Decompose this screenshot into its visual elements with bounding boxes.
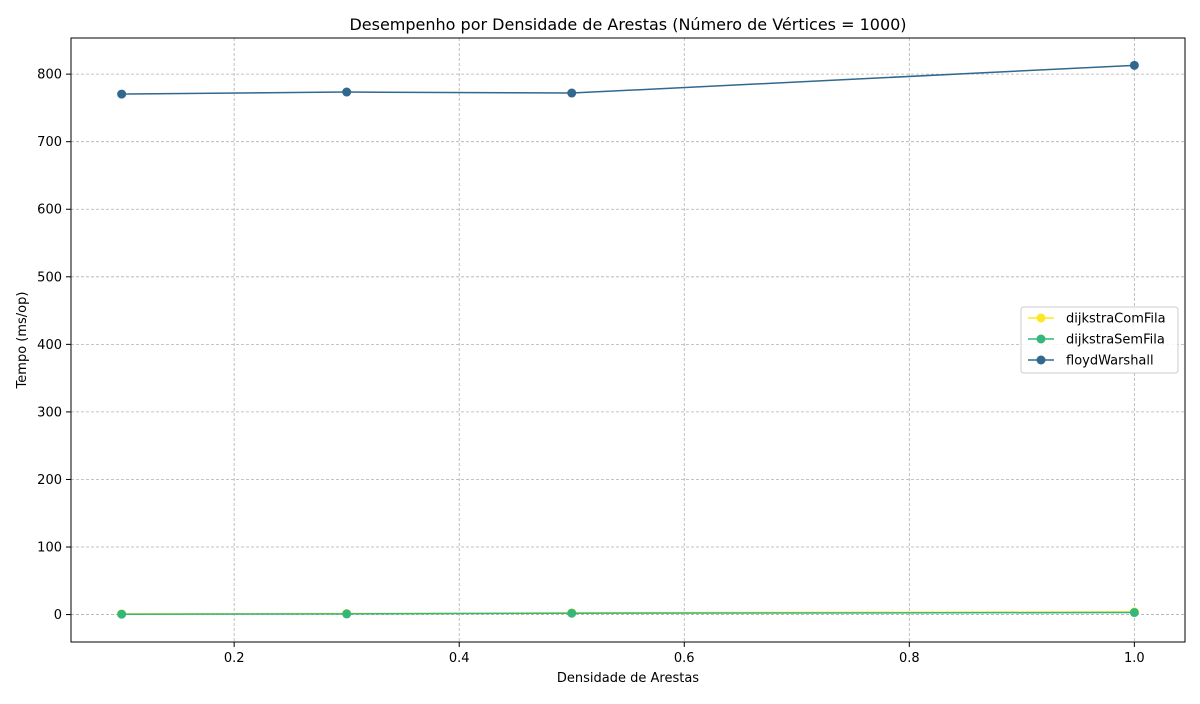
x-tick-label: 0.6 bbox=[674, 651, 695, 666]
x-tick-label: 1.0 bbox=[1124, 651, 1145, 666]
grid-lines bbox=[71, 38, 1185, 642]
legend-marker bbox=[1036, 334, 1046, 344]
y-tick-label: 300 bbox=[37, 405, 62, 420]
legend-label: dijkstraComFila bbox=[1066, 312, 1166, 327]
data-point bbox=[117, 89, 127, 99]
x-tick-label: 0.8 bbox=[899, 651, 920, 666]
data-point bbox=[1129, 60, 1139, 70]
data-point bbox=[117, 609, 127, 619]
data-point bbox=[342, 87, 352, 97]
y-tick-label: 400 bbox=[37, 338, 62, 353]
legend-label: floydWarshall bbox=[1066, 354, 1154, 369]
series-layer bbox=[117, 60, 1139, 619]
x-axis-label: Densidade de Arestas bbox=[557, 671, 699, 686]
series-floyd-warshall bbox=[117, 60, 1139, 99]
axis-ticks: 0.2 0.4 0.6 0.8 1.0 0 100 200 300 400 500 600 700 800 bbox=[37, 68, 1145, 666]
data-point bbox=[342, 609, 352, 619]
data-point bbox=[1129, 608, 1139, 618]
data-point bbox=[567, 88, 577, 98]
data-point bbox=[567, 608, 577, 618]
y-tick-label: 600 bbox=[37, 203, 62, 218]
chart-title: Desempenho por Densidade de Arestas (Núm… bbox=[349, 15, 906, 34]
y-tick-label: 800 bbox=[37, 68, 62, 83]
series-dijkstra-sem-fila bbox=[117, 608, 1139, 619]
series-line bbox=[121, 64, 1135, 95]
y-tick-label: 100 bbox=[37, 541, 62, 556]
y-axis-label: Tempo (ms/op) bbox=[15, 292, 30, 390]
legend: dijkstraComFila dijkstraSemFila floydWarsh… bbox=[1020, 306, 1179, 374]
legend-label: dijkstraSemFila bbox=[1066, 333, 1165, 348]
legend-box bbox=[1020, 306, 1179, 374]
series-line bbox=[121, 611, 1135, 615]
y-tick-label: 0 bbox=[54, 608, 62, 623]
x-tick-label: 0.2 bbox=[224, 651, 245, 666]
plot-frame bbox=[70, 37, 1186, 643]
y-tick-label: 700 bbox=[37, 135, 62, 150]
x-tick-label: 0.4 bbox=[449, 651, 470, 666]
y-tick-label: 200 bbox=[37, 473, 62, 488]
legend-marker bbox=[1036, 313, 1046, 323]
y-tick-label: 500 bbox=[37, 270, 62, 285]
legend-marker bbox=[1036, 355, 1046, 365]
